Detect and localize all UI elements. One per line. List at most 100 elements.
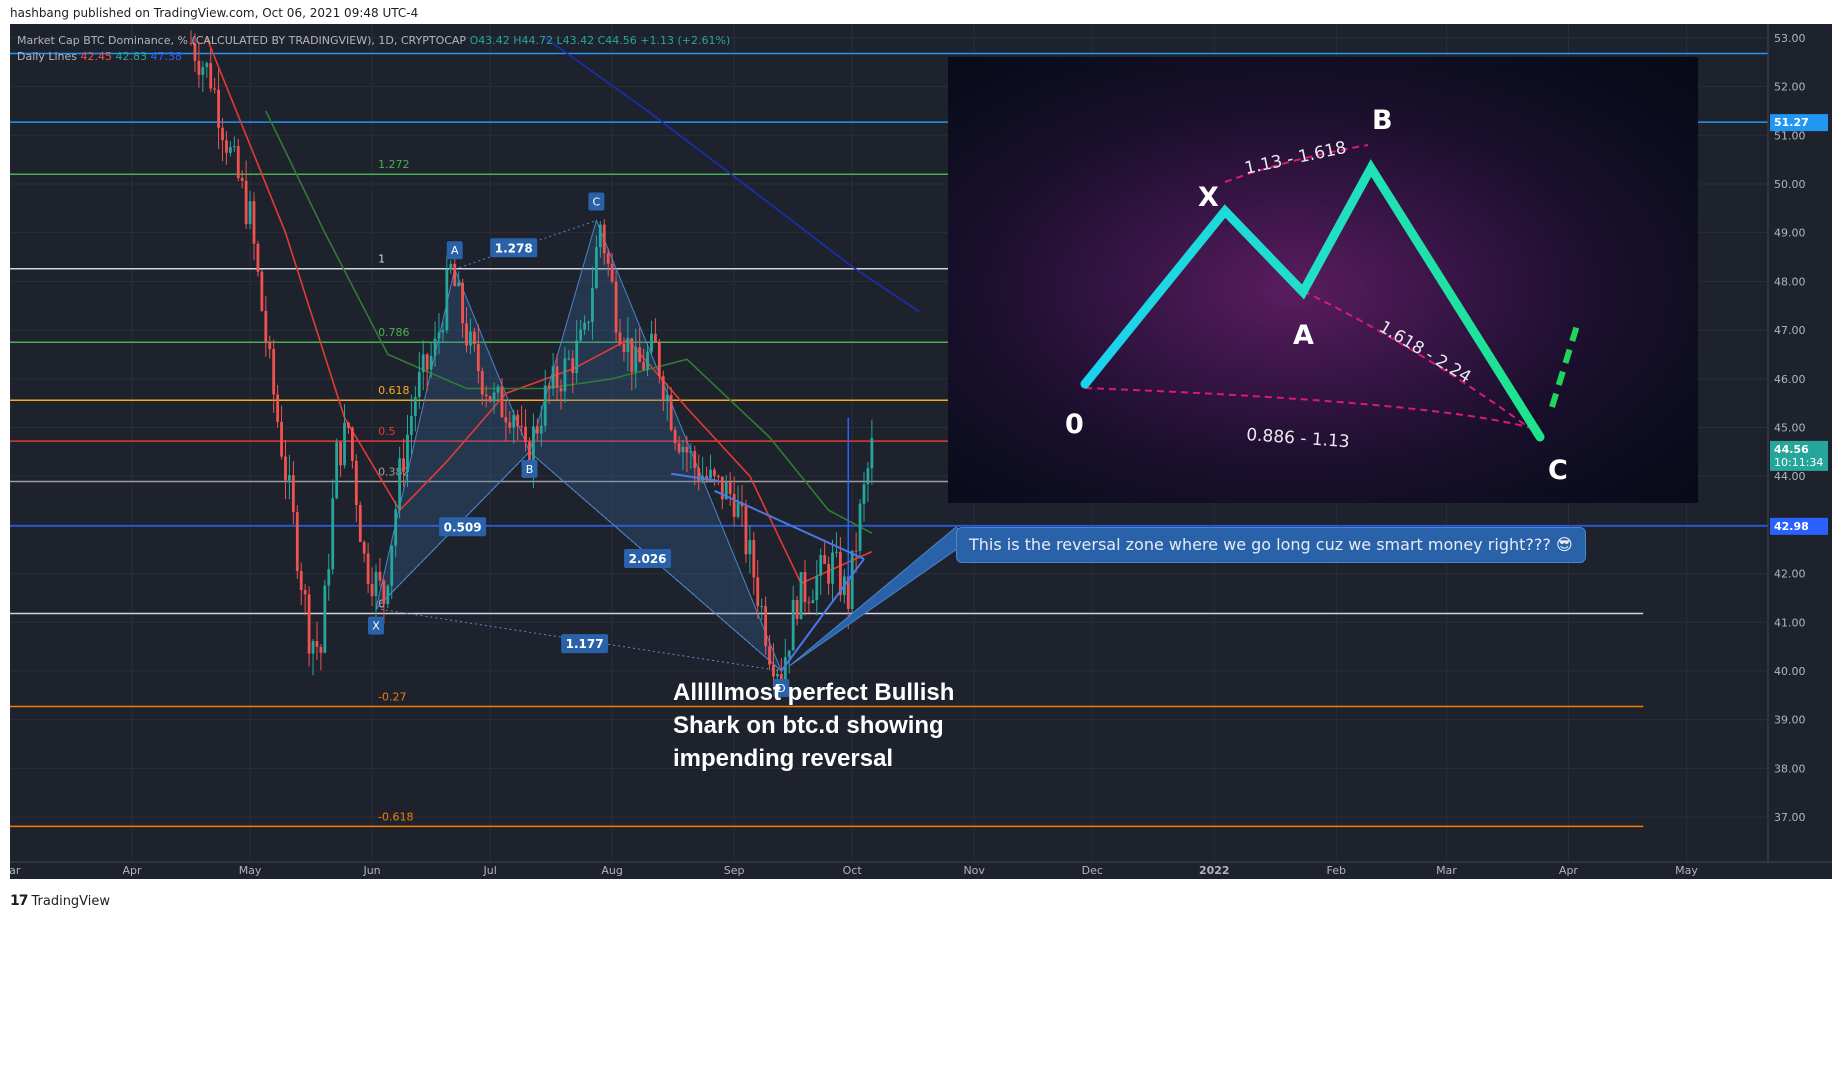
- candle-body: [417, 372, 421, 398]
- candle-body: [720, 476, 724, 500]
- candle-body: [846, 576, 850, 609]
- price-axis-tick: 42.00: [1774, 568, 1806, 581]
- candle-body: [335, 442, 339, 499]
- candle-body: [217, 89, 220, 128]
- shark-pattern-inset: 0 X A B C 1.13 - 1.618 1.618 - 2.24 0.88…: [948, 57, 1698, 503]
- moving-average-line: [265, 110, 873, 534]
- tradingview-footer[interactable]: 17 TradingView: [10, 893, 110, 909]
- time-axis-tick: Feb: [1327, 864, 1346, 877]
- candle-body: [626, 338, 630, 353]
- fib-level-label: 0.5: [378, 425, 396, 438]
- inset-point-o: 0: [1065, 409, 1084, 440]
- time-axis-tick: Jun: [362, 864, 380, 877]
- legend-symbol-title: Market Cap BTC Dominance, % (CALCULATED …: [17, 34, 467, 47]
- candle-body: [508, 422, 512, 428]
- candle-body: [398, 458, 402, 510]
- fib-level-label: 0.786: [378, 326, 410, 339]
- legend-high: H44.72: [513, 34, 553, 47]
- candle-body: [386, 585, 390, 605]
- price-badge-label: 51.27: [1774, 116, 1809, 129]
- candle-body: [543, 385, 547, 426]
- candle-body: [457, 282, 461, 287]
- candle-body: [362, 542, 366, 554]
- candle-body: [500, 386, 504, 418]
- candle-body: [221, 127, 224, 141]
- wedge-line: [780, 558, 865, 672]
- inset-ac-dashed-line: [1302, 290, 1529, 428]
- candle-body: [244, 180, 248, 224]
- inset-point-a: A: [1293, 320, 1314, 351]
- candle-body: [591, 288, 594, 322]
- candle-body: [622, 344, 626, 353]
- pattern-point-c: C: [588, 192, 605, 211]
- candle-body: [374, 571, 378, 597]
- candle-body: [248, 201, 252, 224]
- candle-body: [689, 451, 693, 453]
- time-axis-tick: Dec: [1082, 864, 1103, 877]
- candle-body: [256, 243, 260, 272]
- time-axis-tick: Oct: [843, 864, 863, 877]
- pattern-point-badge: [773, 678, 790, 697]
- candle-body: [850, 550, 854, 609]
- candle-body: [634, 347, 638, 372]
- candle-body: [228, 147, 232, 153]
- time-axis-tick: Aug: [601, 864, 622, 877]
- candle-body: [236, 146, 240, 179]
- time-axis-tick: Apr: [122, 864, 142, 877]
- inset-ratio-ac: 1.618 - 2.24: [1375, 317, 1474, 387]
- pattern-point-label: C: [593, 195, 601, 208]
- time-axis-tick: 2022: [1199, 864, 1230, 877]
- candle-body: [496, 386, 500, 393]
- candle-body: [791, 600, 795, 651]
- candle-body: [783, 657, 787, 683]
- price-axis-tick: 38.00: [1774, 762, 1806, 775]
- candle-body: [673, 429, 677, 444]
- indicator-title: Daily Lines: [17, 50, 77, 63]
- inset-point-c: C: [1548, 455, 1568, 486]
- candle-body: [524, 426, 527, 443]
- candle-body: [535, 426, 539, 434]
- fib-level-label: -0.27: [378, 691, 406, 704]
- pattern-point-label: B: [526, 463, 534, 476]
- candle-body: [598, 224, 602, 248]
- candle-body: [831, 552, 834, 584]
- candle-body: [681, 446, 685, 453]
- candle-body: [480, 371, 484, 395]
- time-axis-tick: Sep: [724, 864, 745, 877]
- price-axis-tick: 50.00: [1774, 178, 1806, 191]
- candle-body: [437, 332, 441, 339]
- candle-body: [713, 469, 716, 476]
- price-badge: [1770, 114, 1828, 132]
- candle-body: [449, 263, 453, 270]
- candle-body: [260, 271, 264, 311]
- price-axis-tick: 41.00: [1774, 616, 1806, 629]
- candle-body: [476, 344, 480, 372]
- candle-body: [284, 456, 287, 481]
- candle-body: [547, 385, 551, 389]
- price-axis-tick: 37.00: [1774, 811, 1806, 824]
- time-axis-tick: Mar: [1436, 864, 1457, 877]
- candle-body: [630, 338, 634, 372]
- time-axis-tick: Nov: [963, 864, 985, 877]
- moving-average-line: [544, 37, 920, 313]
- fib-level-label: 0: [378, 598, 385, 611]
- candle-body: [716, 475, 720, 477]
- wedge-line: [714, 489, 865, 560]
- candle-body: [539, 425, 543, 434]
- price-axis-tick: 53.00: [1774, 32, 1806, 45]
- fib-level-label: 0.618: [378, 384, 410, 397]
- candle-body: [429, 355, 433, 370]
- candle-body: [661, 376, 665, 401]
- candle-body: [327, 569, 331, 586]
- candle-body: [295, 512, 299, 572]
- falling-wedge: [671, 472, 865, 672]
- candle-body: [610, 263, 614, 282]
- candle-body: [350, 427, 354, 461]
- candle-body: [492, 392, 496, 402]
- pattern-ratio-label: 1.177: [566, 637, 604, 651]
- indicator-value-red: 42.45: [80, 50, 112, 63]
- legend-close: C44.56: [597, 34, 637, 47]
- legend-open: O43.42: [469, 34, 510, 47]
- price-axis-tick: 39.00: [1774, 714, 1806, 727]
- candle-body: [425, 354, 429, 370]
